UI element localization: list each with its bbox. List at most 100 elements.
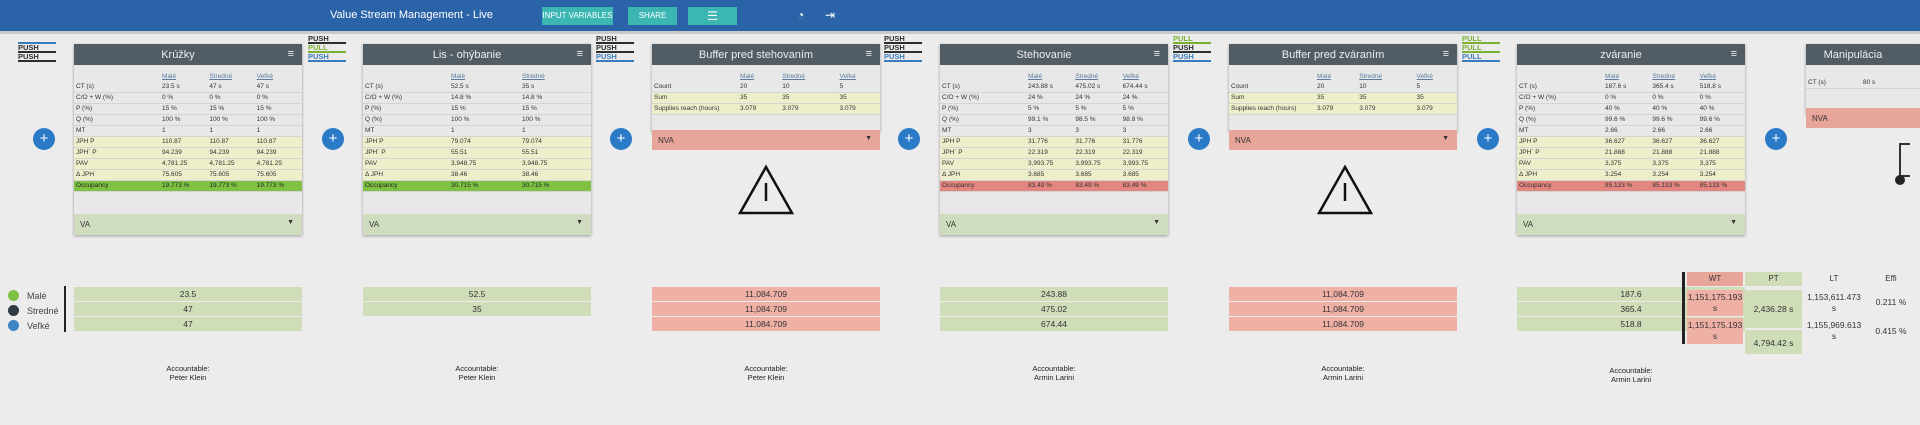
- kpi-label: P (%): [1517, 103, 1603, 115]
- kpi-value: 40 %: [1650, 103, 1698, 115]
- kpi-column-header: Veľké: [839, 72, 856, 80]
- kpi-row: MT 1 1 1: [74, 125, 302, 137]
- kpi-label: Δ JPH: [363, 169, 449, 181]
- accountable-block: Accountable: Armin Larini: [1263, 364, 1423, 382]
- kpi-row: Δ JPH 38.46 38.46: [363, 169, 591, 181]
- share-button[interactable]: SHARE: [628, 7, 677, 25]
- kpi-column-header: Veľké: [1699, 72, 1717, 80]
- dropdown-value: NVA: [658, 136, 674, 145]
- kpi-label: C/O + W (%): [74, 92, 160, 104]
- kpi-label: JPH´ P: [940, 147, 1026, 159]
- menu-button[interactable]: ☰: [688, 7, 737, 25]
- kpi-value: 47 s: [254, 81, 302, 93]
- results-divider: [1682, 272, 1685, 344]
- summary-cell: 47: [74, 302, 302, 316]
- kpi-row: Supplies reach (hours) 3.079 3.079 3.079: [1229, 103, 1457, 115]
- card-title: Krúžky: [161, 49, 195, 61]
- legend-item: Veľké: [8, 318, 59, 333]
- toolbar-separator: [0, 31, 1920, 34]
- legend-dot-icon: [8, 305, 19, 316]
- kpi-value: 75.605: [160, 169, 208, 181]
- logout-icon[interactable]: ⇥: [825, 8, 836, 22]
- input-variables-button[interactable]: INPUT VARIABLES: [542, 7, 613, 25]
- kpi-row: JPH P 31.776 31.776 31.776: [940, 136, 1168, 148]
- card-menu-icon[interactable]: ≡: [865, 48, 872, 60]
- kpi-row: JPH´ P 55.51 55.51: [363, 147, 591, 159]
- value-type-dropdown[interactable]: VA ▼: [363, 214, 591, 235]
- kpi-column-header: Malé: [162, 72, 177, 80]
- kpi-value: 3.685: [1120, 169, 1168, 181]
- dropdown-value: NVA: [1235, 136, 1251, 145]
- kpi-value: 3,375: [1603, 158, 1651, 170]
- value-type-dropdown[interactable]: VA ▼: [940, 214, 1168, 235]
- card-menu-icon[interactable]: ≡: [287, 48, 294, 60]
- process-card: zváranie ≡ Malé Stredné Veľké CT (s) 187.6 s 36…: [1517, 44, 1745, 235]
- accountable-block: Accountable: Peter Klein: [397, 364, 557, 382]
- chevron-down-icon: ▼: [865, 135, 872, 142]
- kpi-value: 30.715 %: [449, 180, 520, 192]
- flow-mode-indicator: PUSH PUSH PUSH: [596, 34, 634, 62]
- process-card: Stehovanie ≡ Malé Stredné Veľké CT (s) 243.88 …: [940, 44, 1168, 235]
- kpi-row: Q (%) 99.1 % 98.5 % 98.8 %: [940, 114, 1168, 126]
- add-step-button[interactable]: +: [610, 128, 632, 150]
- kpi-label: JPH´ P: [74, 147, 160, 159]
- add-step-button[interactable]: +: [33, 128, 55, 150]
- card-menu-icon[interactable]: ≡: [1442, 48, 1449, 60]
- kpi-label: JPH´ P: [363, 147, 449, 159]
- card-menu-icon[interactable]: ≡: [1730, 48, 1737, 60]
- kpi-column-header: Veľké: [256, 72, 274, 80]
- kpi-label: Sum: [1229, 92, 1315, 104]
- kpi-value: 35 s: [520, 81, 591, 93]
- add-step-button[interactable]: +: [1477, 128, 1499, 150]
- wt-value-1: 1,151,175.193 s: [1687, 290, 1743, 316]
- flow-mode-indicator: PULL PUSH PUSH: [1173, 34, 1211, 62]
- user-icon[interactable]: ◔: [797, 8, 805, 22]
- kpi-label: PAV: [940, 158, 1026, 170]
- kpi-label: C/O + W (%): [940, 92, 1026, 104]
- kpi-row: PAV 3,993.75 3,993.75 3,993.75: [940, 158, 1168, 170]
- card-menu-icon[interactable]: ≡: [1153, 48, 1160, 60]
- value-type-dropdown[interactable]: NVA ▼: [652, 130, 880, 150]
- process-card: Buffer pred stehovaním ≡ Malé Stredné Veľké C…: [652, 44, 880, 150]
- kpi-label: Δ JPH: [940, 169, 1026, 181]
- kpi-value: 52.5 s: [449, 81, 520, 93]
- kpi-table: Malé Stredné Veľké CT (s) 23.5 s 47 s 47 s C/O …: [74, 71, 302, 192]
- kpi-value: 36.627: [1697, 136, 1745, 148]
- kpi-row: CT (s) 243.88 s 475.02 s 674.44 s: [940, 81, 1168, 93]
- add-step-button[interactable]: +: [1765, 128, 1787, 150]
- kpi-column-header: Stredné: [209, 72, 233, 80]
- value-type-dropdown[interactable]: VA ▼: [74, 214, 302, 235]
- add-step-button[interactable]: +: [1188, 128, 1210, 150]
- kpi-label: Occupancy: [74, 180, 160, 192]
- value-type-dropdown[interactable]: NVA ▼: [1229, 130, 1457, 150]
- kpi-row: Occupancy 30.715 % 30.715 %: [363, 180, 591, 192]
- kpi-value: 4,781.25: [254, 158, 302, 170]
- kpi-value: 2.66: [1603, 125, 1651, 137]
- value-type-dropdown[interactable]: VA ▼: [1517, 214, 1745, 235]
- card-menu-icon[interactable]: ≡: [576, 48, 583, 60]
- kpi-value: 110.87: [207, 136, 255, 148]
- kpi-value: 38.46: [449, 169, 520, 181]
- kpi-value: 21.888: [1650, 147, 1698, 159]
- kpi-label: Δ JPH: [1517, 169, 1603, 181]
- card-header: Manipulácia: [1806, 44, 1920, 65]
- flow-mode-label: PULL: [1173, 34, 1211, 44]
- kpi-label: CT (s): [1806, 77, 1861, 89]
- summary-cell: 11,084.709: [652, 317, 880, 331]
- add-step-button[interactable]: +: [322, 128, 344, 150]
- add-step-button[interactable]: +: [898, 128, 920, 150]
- kpi-row: Count 20 10 5: [652, 81, 880, 93]
- kpi-value: 0 %: [254, 92, 302, 104]
- kpi-value: 47 s: [207, 81, 255, 93]
- kpi-row: JPH´ P 21.888 21.888 21.888: [1517, 147, 1745, 159]
- kpi-label: MT: [363, 125, 449, 137]
- card-title: Manipulácia: [1823, 49, 1883, 61]
- kpi-column-header: Stredné: [522, 72, 545, 80]
- kpi-value: 99.6 %: [1650, 114, 1698, 126]
- kpi-value: 3: [1120, 125, 1168, 137]
- card-header: zváranie ≡: [1517, 44, 1745, 65]
- kpi-value: 1: [160, 125, 208, 137]
- summary-cell: 674.44: [940, 317, 1168, 331]
- value-type-dropdown[interactable]: NVA: [1806, 108, 1920, 128]
- effi-value-2: 0.415 %: [1875, 326, 1907, 336]
